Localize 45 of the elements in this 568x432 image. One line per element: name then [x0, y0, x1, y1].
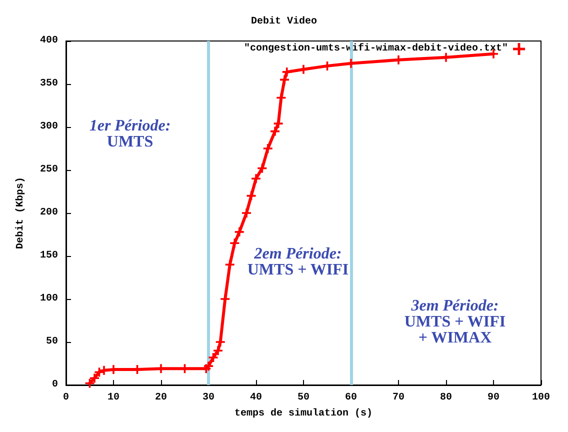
point — [214, 346, 222, 356]
legend-label: "congestion-umts-wifi-wimax-debit-video.txt" — [244, 42, 508, 54]
x-tick-label: 40 — [250, 392, 262, 404]
x-tick-label: 0 — [62, 392, 70, 404]
point — [270, 126, 280, 136]
point — [263, 144, 272, 153]
point — [280, 75, 289, 84]
point — [282, 67, 292, 76]
point — [299, 64, 308, 74]
point — [204, 362, 213, 371]
x-tick-label: 30 — [202, 392, 215, 404]
x-tick-label: 10 — [107, 392, 120, 404]
x-tick-label: 70 — [392, 392, 405, 404]
chart-title: Debit Video — [250, 16, 318, 28]
y-tick-label: 400 — [40, 36, 58, 46]
point — [274, 119, 283, 128]
y-tick-label: 0 — [52, 380, 58, 390]
point — [252, 174, 260, 184]
point — [208, 352, 218, 362]
y-tick-label: 200 — [40, 208, 58, 218]
y-tick-label: 150 — [40, 250, 58, 262]
y-axis-title: Debit (Kbps) — [14, 176, 26, 250]
annotation: 1er Période: UMTS — [89, 118, 171, 150]
x-tick-label: 80 — [440, 392, 452, 404]
x-axis-title: temps de simulation (s) — [234, 408, 373, 420]
point — [234, 227, 244, 236]
y-tick-label: 350 — [40, 78, 58, 90]
point — [230, 238, 240, 248]
point — [220, 294, 230, 304]
x-tick-label: 90 — [487, 392, 500, 404]
annotation: 2em Période: UMTS + WIFI — [247, 246, 349, 278]
point — [322, 61, 332, 70]
x-tick-label: 50 — [297, 392, 310, 404]
point — [225, 260, 234, 270]
y-tick-label: 50 — [46, 336, 58, 348]
y-tick-label: 300 — [40, 122, 58, 132]
x-tick-label: 20 — [154, 392, 168, 404]
point — [242, 208, 251, 218]
x-tick-label: 60 — [344, 392, 358, 404]
point — [90, 374, 99, 383]
point — [216, 338, 225, 346]
y-tick-label: 100 — [40, 294, 58, 304]
annotation: 3em Période: UMTS + WIFI + WIMAX — [404, 298, 506, 346]
y-tick-label: 250 — [40, 164, 58, 176]
x-tick-label: 100 — [532, 392, 550, 404]
